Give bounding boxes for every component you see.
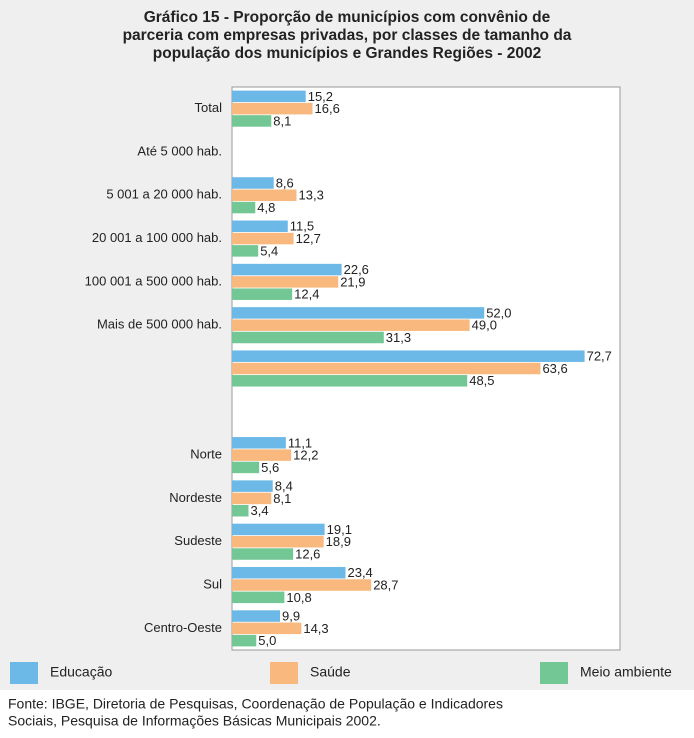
bar (232, 362, 541, 375)
legend-label: Saúde (310, 664, 351, 680)
value-label: 23,4 (347, 565, 372, 580)
y-tick-label: 100 001 a 500 000 hab. (85, 273, 222, 288)
bar (232, 437, 286, 449)
bar (232, 504, 249, 517)
value-label: 5,4 (260, 243, 278, 258)
bar (232, 461, 260, 474)
value-label: 22,6 (344, 262, 369, 277)
value-label: 49,0 (472, 318, 497, 333)
value-label: 8,6 (276, 175, 294, 190)
legend-label: Educação (50, 664, 112, 680)
bar (232, 535, 324, 548)
bar (232, 307, 485, 319)
value-label: 19,1 (327, 522, 352, 537)
y-tick-label: 5 001 a 20 000 hab. (106, 187, 222, 202)
value-label: 21,9 (340, 274, 365, 289)
value-label: 11,1 (288, 435, 312, 450)
value-label: 12,6 (295, 546, 320, 561)
value-label: 15,2 (308, 89, 333, 104)
value-label: 28,7 (373, 577, 398, 592)
value-label: 16,6 (315, 101, 340, 116)
bar (232, 579, 372, 591)
bar (232, 232, 294, 245)
bar (232, 610, 281, 622)
bar (232, 375, 468, 387)
value-label: 8,1 (273, 491, 291, 506)
bar (232, 115, 272, 127)
bar (232, 548, 294, 560)
bar (232, 201, 256, 214)
source: Sociais, Pesquisa de Informações Básicas… (8, 713, 381, 729)
legend-swatch (10, 662, 38, 684)
legend-swatch (540, 662, 568, 684)
bar (232, 177, 274, 189)
value-label: 12,2 (293, 448, 318, 463)
y-tick-label: Total (195, 100, 223, 115)
chart-title: população dos municípios e Grandes Regiõ… (153, 45, 541, 62)
value-label: 31,3 (386, 330, 411, 345)
value-label: 11,5 (290, 219, 314, 234)
bar (232, 622, 302, 635)
value-label: 8,1 (273, 113, 291, 128)
bar (232, 449, 292, 461)
bar (232, 350, 585, 362)
bar (232, 634, 257, 647)
bar (232, 591, 285, 604)
y-tick-label: Mais de 500 000 hab. (97, 317, 222, 332)
bar (232, 523, 325, 536)
chart-title: parceria com empresas privadas, por clas… (123, 27, 572, 44)
bar (232, 102, 313, 115)
value-label: 8,4 (275, 479, 293, 494)
bar (232, 276, 339, 288)
value-label: 12,4 (294, 287, 319, 302)
bar (232, 245, 259, 257)
bar (232, 263, 342, 276)
value-label: 10,8 (286, 590, 311, 605)
value-label: 5,0 (258, 633, 276, 648)
value-label: 4,8 (257, 200, 275, 215)
y-tick-label: Norte (190, 447, 222, 462)
value-label: 18,9 (326, 534, 351, 549)
value-label: 63,6 (542, 361, 567, 376)
value-label: 12,7 (296, 231, 321, 246)
y-tick-label: Centro-Oeste (144, 620, 222, 635)
bar (232, 90, 306, 103)
bar (232, 319, 470, 331)
y-tick-label: Até 5 000 hab. (137, 143, 222, 158)
value-label: 13,3 (299, 188, 324, 203)
value-label: 14,3 (303, 621, 328, 636)
y-tick-label: 20 001 a 100 000 hab. (92, 230, 222, 245)
y-tick-label: Nordeste (169, 490, 222, 505)
y-tick-label: Sul (203, 576, 222, 591)
bar (232, 220, 288, 233)
value-label: 3,4 (250, 503, 268, 518)
source: Fonte: IBGE, Diretoria de Pesquisas, Coo… (8, 696, 503, 712)
value-label: 52,0 (486, 305, 511, 320)
chart-title: Gráfico 15 - Proporção de municípios com… (144, 9, 551, 26)
value-label: 72,7 (587, 349, 612, 364)
bar (232, 566, 346, 579)
bar (232, 492, 272, 505)
legend-label: Meio ambiente (580, 664, 672, 680)
legend-swatch (270, 662, 298, 684)
bar (232, 331, 384, 344)
value-label: 9,9 (282, 608, 300, 623)
bar (232, 288, 293, 300)
y-tick-label: Sudeste (174, 533, 222, 548)
bar (232, 480, 273, 492)
bar (232, 189, 297, 202)
value-label: 5,6 (261, 460, 279, 475)
value-label: 48,5 (469, 373, 494, 388)
